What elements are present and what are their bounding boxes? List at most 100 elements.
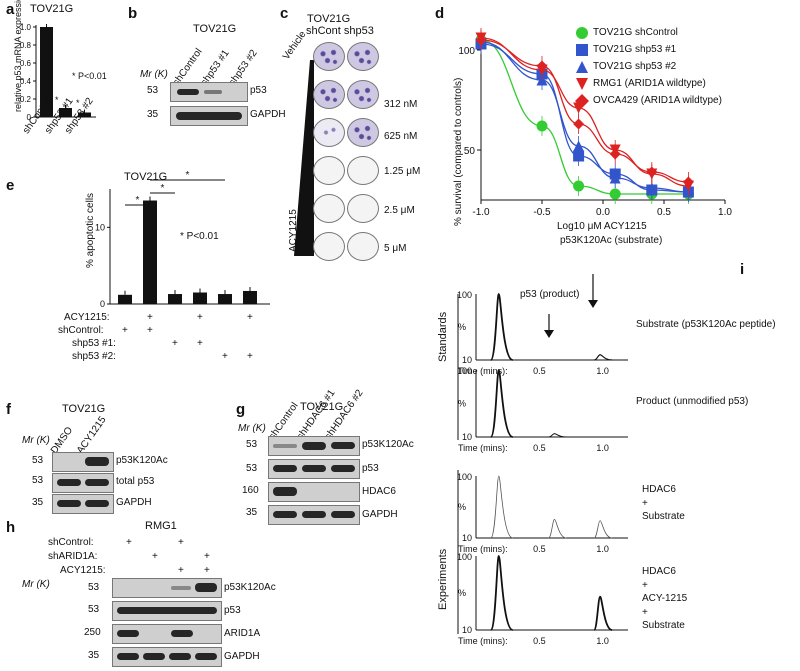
panel-i-peak — [548, 518, 567, 539]
panel-h-marker-4: 35 — [88, 650, 100, 661]
panel-b-letter: b — [128, 5, 138, 22]
panel-g-band — [302, 442, 326, 450]
panel-h-band — [117, 630, 139, 637]
panel-d-point — [573, 140, 585, 152]
panel-i-y-label: % — [458, 399, 466, 409]
panel-h-plus: + — [204, 565, 210, 576]
panel-d-letter: d — [435, 5, 445, 22]
panel-d-y-tick-label: 100 — [458, 46, 475, 57]
panel-g-band-label-3: HDAC6 — [362, 486, 396, 497]
panel-d-legend-marker — [575, 94, 589, 108]
panel-g-marker-1: 53 — [246, 439, 258, 450]
panel-e-plus: + — [247, 312, 253, 323]
panel-d-legend-entry: TOV21G shp53 #2 — [593, 61, 677, 72]
panel-b-marker-2: 35 — [147, 109, 159, 120]
panel-i-letter: i — [740, 261, 745, 278]
panel-i-x-tick-label: 1.0 — [596, 443, 609, 453]
panel-f-band — [85, 457, 109, 466]
panel-i-peak — [593, 520, 613, 539]
panel-d-x-tick-label: 0.5 — [657, 207, 671, 218]
panel-a-y-tick-label: 0.4 — [20, 77, 32, 86]
panel-b-band — [176, 112, 242, 120]
panel-f-band — [57, 500, 81, 507]
panel-f-band-label-1: p53K120Ac — [116, 455, 168, 466]
panel-d-point — [609, 148, 621, 160]
panel-f-band-label-3: GAPDH — [116, 497, 152, 508]
panel-a-star-1: * — [55, 95, 59, 105]
panel-i-y-tick-label: 100 — [457, 472, 472, 482]
panel-g-band — [331, 511, 355, 518]
panel-a-pvalue: * P<0.01 — [72, 71, 107, 81]
panel-i-hdac6: HDAC6 — [642, 566, 676, 577]
panel-h-band — [143, 653, 165, 660]
panel-i-x-label: Time (mins): — [458, 544, 508, 554]
panel-i-plus: + — [642, 497, 648, 509]
panel-g-blot — [268, 459, 360, 479]
panel-i-trace-label-4: HDAC6 + ACY-1215 + Substrate — [642, 565, 687, 633]
panel-f-blot — [52, 494, 114, 514]
panel-i-peak — [489, 293, 514, 361]
panel-i-peak — [594, 354, 613, 361]
panel-h-blot — [112, 624, 222, 644]
panel-e-letter: e — [6, 177, 15, 194]
panel-g-band-label-1: p53K120Ac — [362, 439, 414, 450]
panel-c-dose-4: 2.5 μM — [384, 205, 415, 216]
panel-e-plus: + — [197, 338, 203, 349]
panel-d-point — [475, 34, 487, 46]
panel-h-plus: + — [152, 551, 158, 562]
panel-h-title: RMG1 — [145, 520, 177, 532]
panel-h-band-label-3: ARID1A — [224, 628, 261, 639]
panel-h-mr: Mr (K) — [22, 579, 50, 590]
panel-h-band — [195, 653, 217, 660]
panel-d-legend-marker — [576, 78, 588, 90]
panel-e-sig-star: * — [136, 195, 140, 206]
panel-e-plus: + — [147, 325, 153, 336]
panel-h-band-label-1: p53K120Ac — [224, 582, 276, 593]
panel-e-plus: + — [247, 351, 253, 362]
colony-plate — [313, 156, 345, 185]
colony-plate — [347, 42, 379, 71]
panel-f-letter: f — [6, 401, 11, 418]
colony-plate — [313, 194, 345, 223]
panel-i-x-tick-label: 0.5 — [533, 544, 546, 554]
panel-a-y-tick-label: 0.8 — [20, 41, 32, 50]
panel-d-legend-glyph — [576, 78, 588, 90]
panel-b-title: TOV21G — [193, 23, 237, 35]
panel-i-y-tick-label: 100 — [457, 552, 472, 562]
panel-i-y-tick-label: 10 — [462, 533, 472, 543]
panel-d-legend-entry: TOV21G shp53 #1 — [593, 44, 677, 55]
panel-h-row-label: shARID1A: — [48, 551, 98, 562]
panel-d-legend-marker — [576, 61, 588, 73]
panel-i-acy: ACY-1215 — [642, 593, 688, 604]
panel-b-band — [177, 89, 199, 95]
panel-g-band — [302, 511, 326, 518]
panel-h-plus: + — [178, 537, 184, 548]
panel-i-x-tick-label: 0.5 — [533, 636, 546, 646]
panel-a-y-tick-label: 0 — [27, 113, 32, 122]
colony-plate — [313, 80, 345, 109]
panel-f-marker-3: 35 — [32, 497, 44, 508]
panel-g-band — [273, 444, 297, 448]
panel-h-blot — [112, 601, 222, 621]
panel-i-x-label: Time (mins): — [458, 636, 508, 646]
panel-d-legend-glyph — [576, 27, 588, 39]
panel-i-plus: + — [642, 606, 648, 618]
panel-f-band — [85, 479, 109, 486]
panel-i-x-tick-label: 0.5 — [533, 443, 546, 453]
panel-b-band-label-2: GAPDH — [250, 109, 286, 120]
panel-f-band — [57, 479, 81, 486]
panel-c-title: TOV21G — [307, 13, 351, 25]
panel-h-marker-3: 250 — [84, 627, 101, 638]
panel-e-row-label: shControl: — [58, 325, 104, 336]
panel-g-band — [331, 442, 355, 449]
panel-g-marker-3: 160 — [242, 485, 259, 496]
panel-i-x-tick-label: 1.0 — [596, 366, 609, 376]
panel-i-x-label: Time (mins): — [458, 443, 508, 453]
panel-i-trace-label-3: HDAC6 + Substrate — [642, 483, 685, 524]
panel-e-plus: + — [197, 312, 203, 323]
panel-d-point — [609, 172, 621, 184]
panel-h-band — [171, 586, 191, 590]
panel-i-y-tick-label: 10 — [462, 625, 472, 635]
panel-i-trace-label-2: Product (unmodified p53) — [636, 396, 749, 407]
panel-h-band — [171, 630, 193, 637]
